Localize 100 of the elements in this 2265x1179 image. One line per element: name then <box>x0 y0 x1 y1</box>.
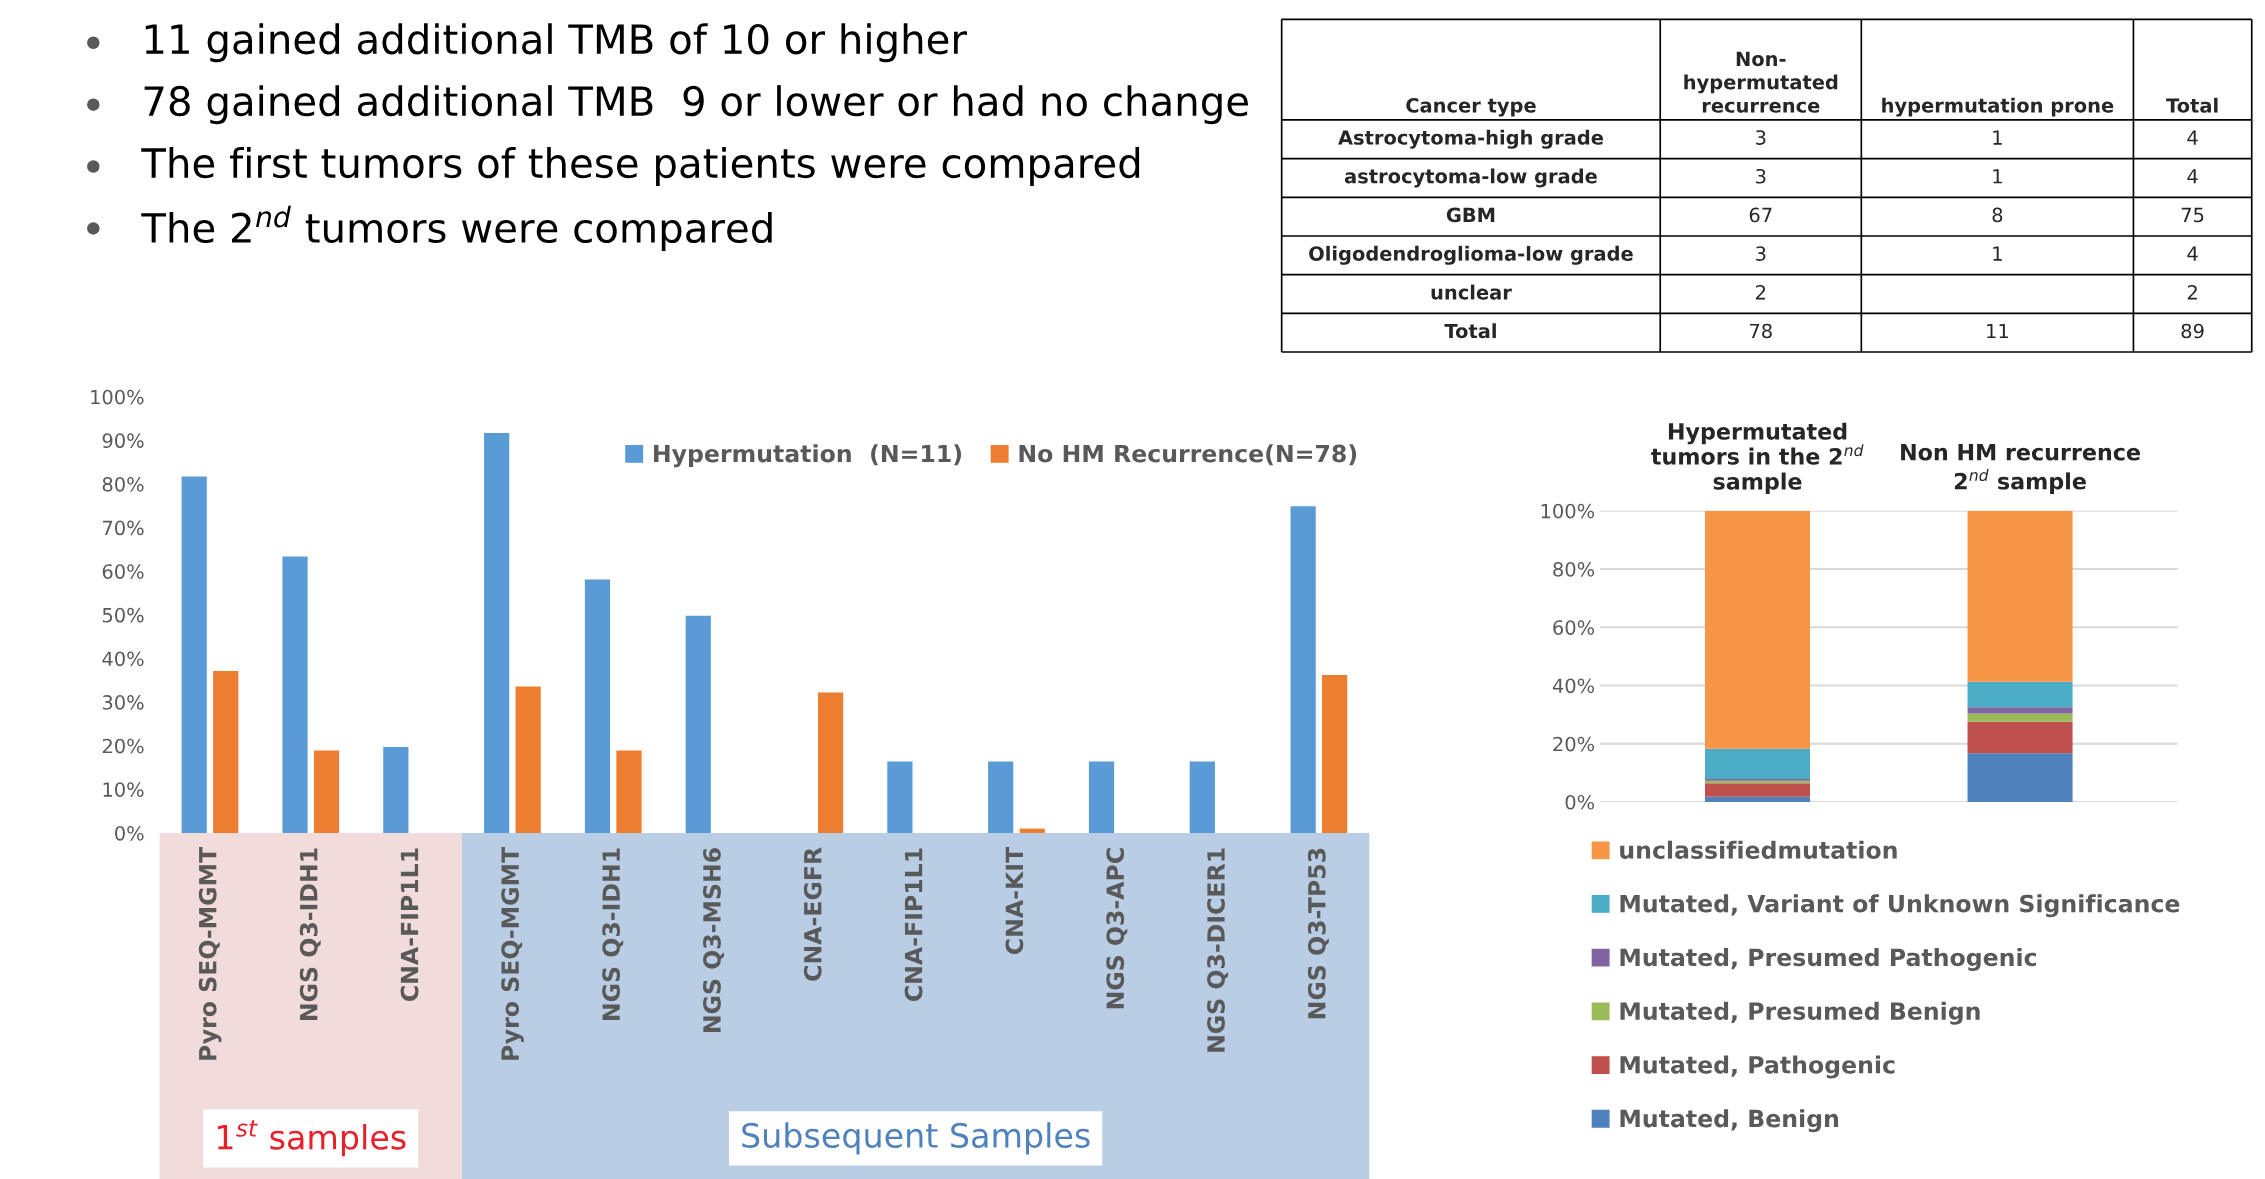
text: 1 <box>1993 246 2002 261</box>
legend-label: Mutated, Presumed Benign <box>1620 1001 1980 1025</box>
legend-label: Mutated, Variant of Unknown Significance <box>1620 894 2180 918</box>
bar <box>313 750 340 833</box>
bar <box>1290 506 1316 833</box>
y-tick-label: 0% <box>1565 794 1595 810</box>
text: 1$^{st}$ samples <box>217 1120 406 1157</box>
bar <box>1967 707 2073 714</box>
bar <box>584 579 611 833</box>
text: 3 <box>1756 130 1766 145</box>
y-tick-label: 0% <box>115 825 144 841</box>
x-tick-label: NGS Q3-IDH1 <box>602 848 624 1020</box>
category-label: Astrocytoma-high grade <box>1338 129 1603 149</box>
category-label: Non- hypermutated recurrence <box>1684 51 1838 113</box>
x-tick-label: CNA-FIP1L1 <box>400 848 419 1001</box>
x-tick-label: CNA-FIP1L1 <box>904 848 923 1001</box>
x-tick-label: NGS Q3-MSH6 <box>703 848 724 1033</box>
y-tick-label: 100% <box>91 389 144 405</box>
bar <box>484 432 510 833</box>
y-tick-label: 80% <box>1553 561 1595 577</box>
x-tick-label: NGS Q3-TP53 <box>1307 848 1329 1019</box>
category-label: Total <box>2166 97 2218 113</box>
bar <box>1705 783 1811 797</box>
text: 4 <box>2187 169 2198 184</box>
bar <box>1705 748 1811 779</box>
bar <box>1019 828 1045 833</box>
bar <box>1705 796 1811 802</box>
bar <box>988 761 1014 833</box>
bar <box>515 686 541 833</box>
bar <box>1322 675 1348 833</box>
category-label: Hypermutated tumors in the 2$^{nd}$ sample <box>1651 422 1864 495</box>
bar <box>1967 713 2073 722</box>
text: 4 <box>2187 130 2198 145</box>
bar <box>1088 761 1115 833</box>
y-tick-label: 60% <box>102 564 144 579</box>
bar <box>181 476 207 833</box>
text: Subsequent Samples <box>742 1122 1090 1155</box>
y-tick-label: 40% <box>102 651 144 667</box>
category-label: GBM <box>1446 207 1495 223</box>
y-tick-label: 50% <box>102 607 144 623</box>
text: 1 <box>1993 130 2002 145</box>
legend-label: Hypermutation (N=11) <box>654 444 962 468</box>
y-tick-label: 60% <box>1553 620 1595 635</box>
bar <box>1967 681 2073 708</box>
category-label: unclear <box>1431 284 1512 300</box>
x-tick-label: Pyro SEQ-MGMT <box>501 846 524 1060</box>
bar <box>685 615 711 833</box>
text: 1 <box>1993 169 2002 184</box>
category-label: hypermutation prone <box>1882 97 2114 117</box>
category-label: Cancer type <box>1406 97 1536 117</box>
x-tick-label: NGS Q3-APC <box>1106 848 1128 1009</box>
x-tick-label: NGS Q3-IDH1 <box>299 848 321 1020</box>
text: 2 <box>1756 284 1766 300</box>
category-label: Oligodendroglioma-low grade <box>1309 245 1633 265</box>
x-tick-label: Non HM recurrence 2$^{nd}$ sample <box>1901 444 2140 494</box>
y-tick-label: 40% <box>1552 678 1595 694</box>
text: 4 <box>2187 246 2198 261</box>
bar <box>1189 761 1215 833</box>
bar <box>213 671 239 833</box>
text: 67 <box>1749 207 1772 223</box>
bar <box>1967 753 2073 802</box>
x-tick-label: NGS Q3-DICER1 <box>1207 848 1229 1052</box>
legend-label: Mutated, Benign <box>1620 1109 1839 1133</box>
bar <box>616 750 642 833</box>
bar <box>282 556 308 833</box>
text: 78 gained additional TMB 9 or lower or had no change <box>144 85 1248 125</box>
bar <box>383 747 409 833</box>
text: 3 <box>1756 168 1766 184</box>
x-tick-label: CNA-KIT <box>1005 846 1024 955</box>
y-tick-label: 80% <box>102 476 144 492</box>
legend-label: Mutated, Presumed Pathogenic <box>1620 947 2036 971</box>
category-label: Total <box>1444 323 1496 339</box>
text: 78 <box>1750 323 1772 339</box>
y-tick-label: 90% <box>102 433 144 449</box>
text: 11 gained additional TMB of 10 or higher <box>145 23 967 63</box>
y-tick-label: 20% <box>1553 736 1595 752</box>
x-tick-label: CNA-EGFR <box>803 847 822 981</box>
y-tick-label: 30% <box>102 695 144 710</box>
text: The 2$^{nd}$ tumors were compared <box>141 205 772 251</box>
legend-label: Mutated, Pathogenic <box>1620 1055 1895 1079</box>
x-tick-label: Pyro SEQ-MGMT <box>198 846 222 1060</box>
text: 2 <box>2187 284 2197 300</box>
text: 89 <box>2181 323 2204 339</box>
y-tick-label: 20% <box>102 738 144 754</box>
bar <box>887 761 913 833</box>
y-tick-label: 10% <box>103 782 144 797</box>
legend-label: unclassifiedmutation <box>1620 840 1897 859</box>
bar <box>817 692 844 833</box>
text: 75 <box>2181 207 2204 223</box>
text: 8 <box>1992 207 2003 223</box>
category-label: astrocytoma-low grade <box>1344 168 1597 188</box>
y-tick-label: 100% <box>1541 503 1595 519</box>
text: The first tumors of these patients were compared <box>141 147 1140 187</box>
bar <box>1967 510 2073 682</box>
legend-label: No HM Recurrence(N=78) <box>1019 444 1357 466</box>
y-tick-label: 70% <box>103 520 144 536</box>
bar <box>1967 721 2073 754</box>
text: 11 <box>1987 323 2008 339</box>
text: 3 <box>1756 246 1766 261</box>
bar <box>1705 510 1811 749</box>
